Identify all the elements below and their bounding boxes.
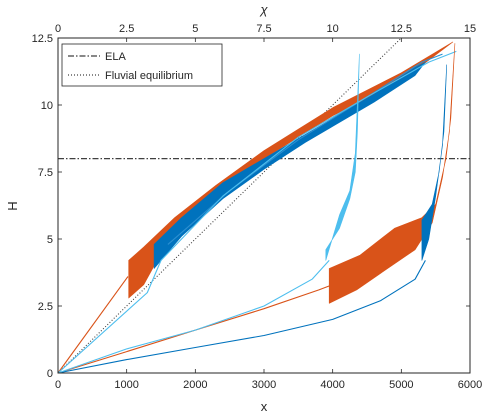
top-x-tick-label: 0	[55, 23, 61, 35]
x-tick-label: 0	[55, 379, 61, 391]
series-band-10	[325, 53, 360, 261]
series-layer	[57, 41, 457, 374]
legend: ELA Fluvial equilibrium	[61, 43, 223, 87]
y-tick-label: 12.5	[32, 33, 53, 45]
y-tick-label: 0	[47, 368, 53, 380]
series-line-7	[57, 260, 426, 374]
top-x-tick-label: 15	[464, 23, 476, 35]
top-x-tick-label: 10	[327, 23, 339, 35]
x-tick-label: 3000	[252, 379, 276, 391]
x-tick-label: 6000	[458, 379, 482, 391]
x-tick-label: 5000	[389, 379, 413, 391]
series-band-6	[328, 43, 456, 304]
series-band-2	[153, 61, 426, 269]
legend-box	[61, 43, 223, 87]
top-x-tick-label: 7.5	[256, 23, 271, 35]
x-tick-label: 4000	[320, 379, 344, 391]
y-tick-label: 2.5	[38, 301, 53, 313]
series-line-4	[57, 50, 457, 374]
legend-fluvial-label: Fluvial equilibrium	[105, 70, 193, 82]
top-axis-label: χ	[259, 2, 268, 17]
reference-line-fluvial	[57, 37, 402, 374]
y-tick-label: 5	[47, 234, 53, 246]
tick-layer: 0 1000 2000 3000 4000 5000 600002.557.51012.50…	[32, 23, 483, 391]
y-tick-label: 10	[41, 100, 53, 112]
x-axis-label: x	[261, 399, 268, 414]
x-tick-label: 2000	[183, 379, 207, 391]
y-tick-label: 7.5	[38, 167, 53, 179]
legend-ela-label: ELA	[105, 51, 126, 63]
series-band-8	[421, 64, 448, 261]
top-x-tick-label: 12.5	[391, 23, 412, 35]
top-x-tick-label: 5	[192, 23, 198, 35]
reference-layer	[57, 37, 470, 374]
top-x-tick-label: 2.5	[119, 23, 134, 35]
plot-frame	[57, 37, 471, 374]
series-line-0	[57, 276, 129, 374]
series-line-9	[57, 260, 330, 374]
series-line-5	[57, 284, 333, 374]
x-tick-label: 1000	[114, 379, 138, 391]
y-axis-label: H	[5, 201, 20, 210]
